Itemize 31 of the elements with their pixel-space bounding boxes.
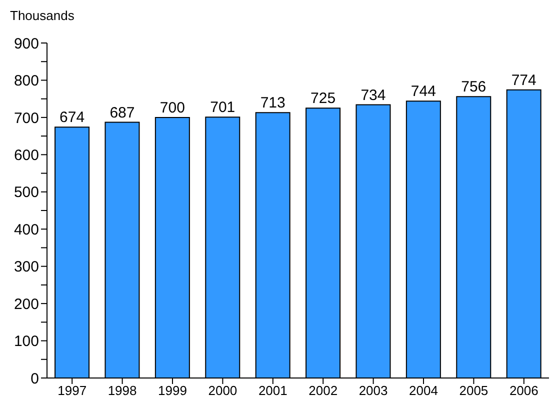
data-label: 734 [360, 86, 386, 104]
x-tick-label: 2004 [409, 383, 438, 398]
y-tick-label: 700 [14, 110, 39, 127]
y-tick-label: 300 [14, 258, 39, 276]
x-tick-label: 1997 [58, 383, 87, 398]
x-tick-label: 1999 [158, 383, 187, 398]
data-label: 687 [110, 104, 135, 122]
x-tick-label: 2005 [459, 383, 488, 398]
y-tick-label: 100 [14, 333, 39, 350]
data-label: 756 [461, 78, 486, 96]
x-tick-label: 2006 [509, 383, 538, 398]
x-tick-label: 1998 [108, 383, 137, 398]
data-label: 701 [210, 99, 236, 116]
x-tick-label: 2000 [208, 383, 238, 398]
y-tick-label: 800 [14, 72, 39, 90]
y-tick-label: 500 [14, 184, 39, 202]
data-label: 674 [60, 109, 85, 126]
x-tick-label: 2003 [358, 383, 388, 398]
y-tick-label: 400 [14, 221, 39, 238]
data-label: 744 [410, 83, 436, 100]
x-tick-label: 2001 [258, 383, 288, 398]
data-label: 700 [160, 99, 185, 116]
x-tick-label: 2002 [308, 383, 338, 398]
y-tick-label: 200 [14, 296, 39, 313]
y-tick-label: 900 [14, 35, 39, 52]
data-label: 725 [310, 90, 336, 108]
data-label: 774 [511, 72, 536, 89]
y-tick-label: 0 [30, 370, 39, 388]
y-tick-label: 600 [14, 146, 39, 164]
data-label: 713 [260, 94, 286, 112]
y-axis-title: Thousands [10, 8, 74, 23]
